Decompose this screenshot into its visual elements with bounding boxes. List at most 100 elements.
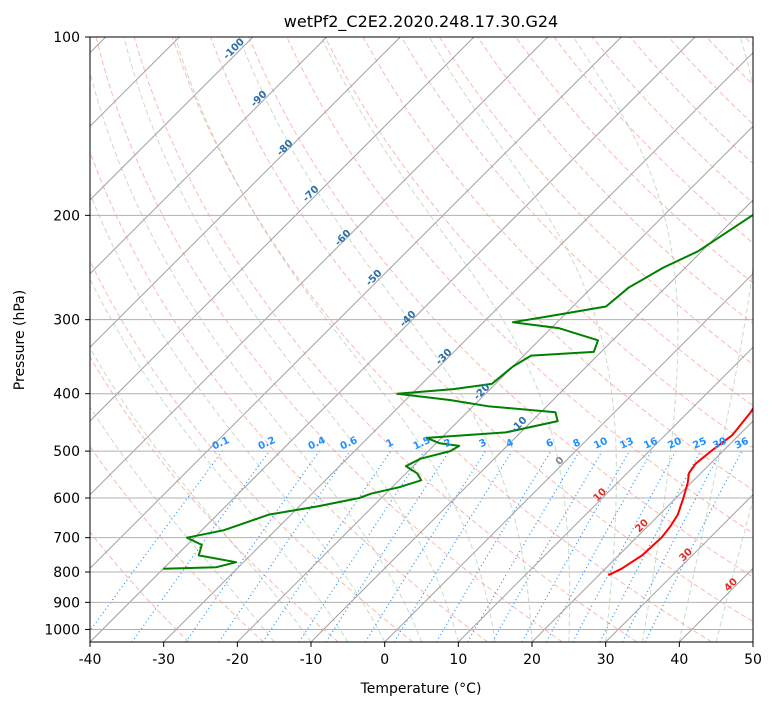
dry-adiabat-line [744,37,753,47]
x-tick-label: -10 [300,652,323,668]
dry-adiabat-line [324,37,753,491]
moist-adiabat-line [678,37,753,642]
dewpoint-line [163,213,753,570]
isotherm-line [163,51,753,642]
mixing-ratio-line [262,450,392,642]
dry-adiabat-label: -80 [275,138,296,159]
isotherm-line [457,346,753,642]
moist-adiabat-line [90,192,386,642]
dry-adiabat-line [400,37,753,407]
dry-adiabat-line [90,356,339,642]
mixing-ratio-line [599,450,702,642]
mixing-ratio-line [90,450,223,632]
moist-adiabat-line [90,406,275,642]
mixing-ratio-label: 10 [592,436,609,452]
x-tick-label: -30 [152,652,175,668]
mixing-ratio-label: 0.2 [257,435,278,452]
isotherm-line [90,37,696,642]
mixing-ratio-label: 30 [711,436,728,452]
mixing-ratio-line [621,450,722,642]
isotherm-line [90,37,549,496]
isotherm-line [678,567,753,642]
dry-adiabat-line [438,37,753,366]
dry-adiabat-line [90,445,264,642]
y-tick-label: 200 [53,208,80,224]
dry-adiabat-label: 10 [591,486,609,504]
dry-adiabat-label: -40 [398,309,419,330]
y-tick-label: 300 [53,313,80,329]
moist-adiabat-line [90,347,312,642]
mixing-ratio-label: 4 [504,437,515,450]
moist-adiabat-line [174,37,496,642]
moist-adiabat-line [428,37,617,642]
dry-adiabat-line [210,37,753,623]
mixing-ratio-label: 3 [477,437,488,450]
dry-adiabat-label: 0 [554,455,567,468]
isotherm-line [90,37,622,570]
y-tick-label: 400 [53,387,80,403]
moist-adiabat-line [715,497,753,642]
dry-adiabat-line [90,150,488,642]
dry-adiabat-label: 40 [722,576,740,594]
dry-adiabat-line [133,37,638,642]
x-tick-label: 10 [449,652,467,668]
mixing-ratio-label: 25 [691,436,708,452]
dry-adiabat-label: -70 [301,184,322,205]
mixing-ratio-line [185,450,320,642]
isotherm-line [236,125,753,642]
plot-frame [89,36,754,643]
isotherm-line [90,37,254,201]
isotherm-line [752,641,753,642]
dry-adiabat-label: -30 [434,347,455,368]
isotherm-line [90,37,401,349]
mixing-ratio-label: 13 [618,436,635,452]
mixing-ratio-label: 1 [384,437,395,450]
dry-adiabat-line [171,37,712,642]
mixing-ratio-label: 0.1 [211,435,232,452]
moist-adiabat-line [320,37,571,642]
y-tick-label: 700 [53,531,80,547]
y-tick-label: 1000 [44,622,80,638]
temperature-line [607,406,753,577]
y-tick-label: 800 [53,565,80,581]
x-tick-label: 30 [597,652,615,668]
x-tick-label: 40 [670,652,688,668]
y-tick-label: 100 [53,30,80,46]
x-tick-label: 50 [744,652,762,668]
mixing-ratio-label: 2 [442,437,453,450]
mixing-ratio-line [466,450,580,642]
reference-lines [90,37,753,642]
isotherm-line [310,199,753,642]
chart-title: wetPf2_C2E2.2020.248.17.30.G24 [284,12,558,32]
dry-adiabat-label: 30 [677,546,695,564]
mixing-ratio-line [298,450,425,642]
dry-adiabat-label: 20 [633,517,651,535]
mixing-ratio-line [131,450,270,642]
mixing-ratio-label: 20 [666,436,683,452]
mixing-ratio-line [435,450,552,642]
mixing-ratio-label: 16 [642,436,659,452]
dry-adiabat-label: -10 [509,415,530,436]
dry-adiabat-label: -100 [221,36,247,62]
x-tick-label: 20 [523,652,541,668]
mixing-ratio-label: 8 [571,437,582,450]
mixing-ratio-label: 0.4 [307,435,328,452]
x-tick-label: 0 [380,652,389,668]
dry-adiabat-label: -50 [364,268,385,289]
moist-adiabat-line [90,70,422,642]
axes: -40 -30 -20 -10 0 10 20 30 40 5010020030040050060… [44,30,762,668]
y-axis-label: Pressure (hPa) [12,290,28,390]
isotherm-line [90,37,475,422]
dry-adiabat-label: -90 [249,89,270,110]
dry-adiabat-label: -60 [333,228,354,249]
moist-adiabat-line [238,37,533,642]
moist-adiabat-line [123,37,459,642]
dry-adiabat-line [706,37,753,86]
y-tick-label: 500 [53,444,80,460]
dry-adiabat-line [95,37,563,642]
moist-adiabat-line [572,37,679,642]
isotherm-line [384,272,753,642]
isotherm-line [90,37,328,275]
mixing-ratio-line [545,450,653,642]
x-axis-label: Temperature (°C) [360,681,482,697]
